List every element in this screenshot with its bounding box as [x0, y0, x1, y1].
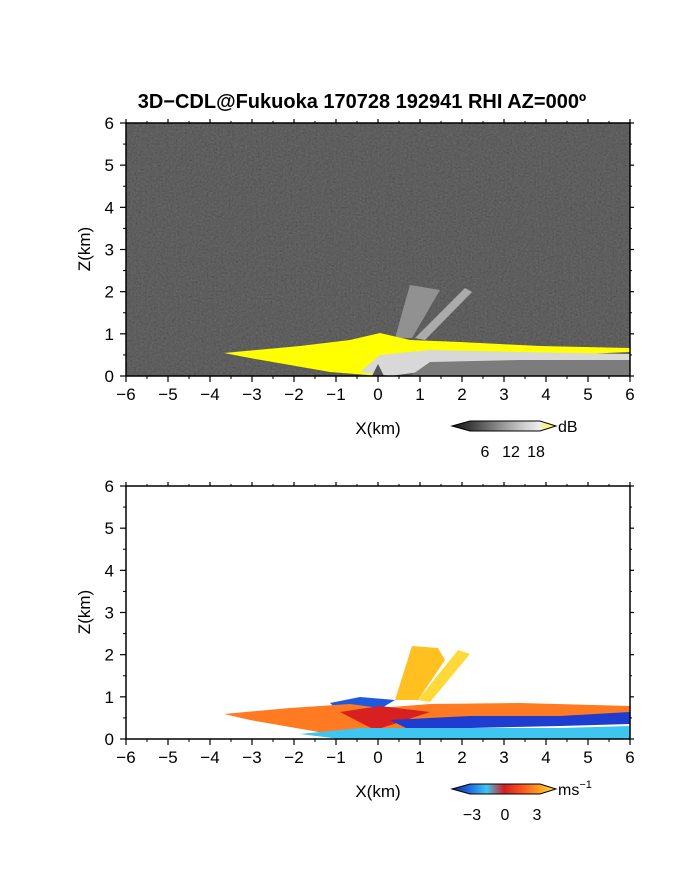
x-tick-label: 0	[373, 748, 382, 767]
colorbar-tick-label: 3	[533, 807, 542, 824]
x-tick-label: −1	[326, 748, 345, 767]
colorbar-reflectivity: dB 6 12 18	[450, 419, 578, 461]
x-tick-label: −4	[200, 748, 219, 767]
x-tick-label: −1	[326, 385, 345, 404]
colorbar-tick-label: 6	[481, 444, 490, 461]
panel-velocity: −6 −5 −4 −3 −2 −1 0 1 2 3 4 5 6 0 1 2 3 4 5 6 X(km) Z(km) m…	[75, 477, 635, 824]
y-tick-label: 0	[105, 730, 114, 749]
x-tick-label: −3	[242, 748, 261, 767]
y-tick-label: 5	[105, 156, 114, 175]
plume-gray-2	[415, 288, 472, 340]
y-tick-label: 4	[105, 561, 114, 580]
y-tick-label: 4	[105, 198, 114, 217]
outflow-red	[340, 706, 430, 730]
velocity-features	[224, 646, 630, 739]
colorbar-tick-label: 12	[502, 444, 520, 461]
plume-gray	[395, 285, 440, 338]
colorbar-tick-label: −3	[463, 807, 481, 824]
x-tick-label: 2	[457, 748, 466, 767]
colorbar-tick-label: 0	[501, 807, 510, 824]
y-tick-label: 0	[105, 367, 114, 386]
y-tick-label: 6	[105, 477, 114, 496]
y-tick-label: 2	[105, 283, 114, 302]
colorbar-velocity: ms−1 −3 0 3	[450, 779, 592, 824]
y-tick-label: 3	[105, 241, 114, 260]
x-axis-label: X(km)	[355, 419, 400, 438]
plume-yellow	[395, 646, 445, 700]
colorbar-tick-label: 18	[527, 444, 545, 461]
cyan-return-flow	[300, 726, 630, 739]
x-tick-label: −6	[116, 748, 135, 767]
x-tick-label: 4	[541, 385, 550, 404]
x-tick-label: 6	[625, 748, 634, 767]
colorbar-unit: ms−1	[558, 779, 592, 799]
x-tick-label: 2	[457, 385, 466, 404]
y-tick-label: 1	[105, 325, 114, 344]
x-tick-label: −6	[116, 385, 135, 404]
x-tick-label: 3	[499, 748, 508, 767]
blue-layer	[390, 712, 630, 730]
x-tick-label: 0	[373, 385, 382, 404]
axis-ticks: −6 −5 −4 −3 −2 −1 0 1 2 3 4 5 6 0 1 2 3 4 5 6	[105, 114, 635, 404]
x-tick-label: 1	[415, 748, 424, 767]
y-axis-label: Z(km)	[75, 227, 94, 271]
plot-background	[126, 486, 630, 739]
x-tick-label: 4	[541, 748, 550, 767]
x-tick-label: 5	[583, 385, 592, 404]
colorbar-unit-base: ms	[558, 782, 579, 799]
colorbar-unit-sup: −1	[579, 779, 592, 791]
echo-layer-gray	[410, 360, 630, 376]
y-tick-label: 1	[105, 688, 114, 707]
y-tick-label: 5	[105, 519, 114, 538]
echo-core-dark	[372, 364, 384, 376]
x-tick-label: −5	[158, 748, 177, 767]
colorbar-unit: dB	[558, 419, 578, 436]
echo-features	[224, 285, 630, 376]
y-tick-label: 6	[105, 114, 114, 133]
x-tick-label: −5	[158, 385, 177, 404]
x-tick-label: 3	[499, 385, 508, 404]
y-tick-label: 2	[105, 646, 114, 665]
colorbar-body	[450, 783, 558, 795]
x-tick-label: −4	[200, 385, 219, 404]
x-axis-label: X(km)	[355, 782, 400, 801]
x-tick-label: −3	[242, 385, 261, 404]
x-tick-label: −2	[284, 748, 303, 767]
y-tick-label: 3	[105, 604, 114, 623]
y-axis-label: Z(km)	[75, 590, 94, 634]
colorbar-body	[450, 420, 558, 432]
chart-title: 3D−CDL@Fukuoka 170728 192941 RHI AZ=000º	[138, 91, 587, 113]
x-tick-label: 1	[415, 385, 424, 404]
x-tick-label: −2	[284, 385, 303, 404]
x-tick-label: 6	[625, 385, 634, 404]
x-tick-label: 5	[583, 748, 592, 767]
plume-yellow-2	[418, 650, 470, 702]
axis-ticks: −6 −5 −4 −3 −2 −1 0 1 2 3 4 5 6 0 1 2 3 4 5 6	[105, 477, 635, 767]
